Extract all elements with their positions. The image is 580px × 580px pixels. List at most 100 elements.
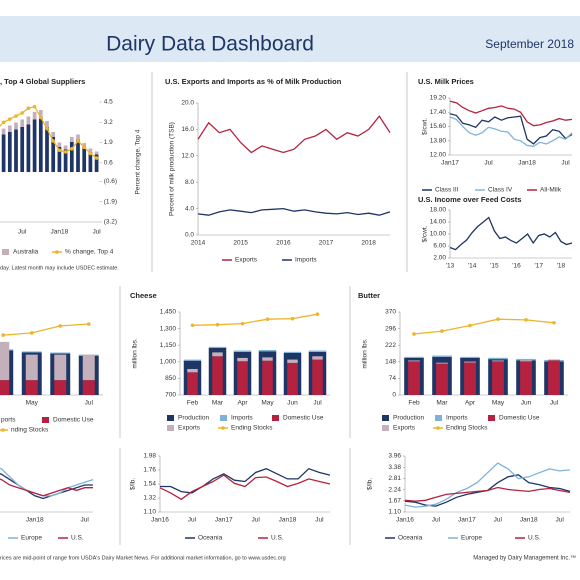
y-axis-title: $/lb. bbox=[130, 478, 137, 490]
legend-swatch bbox=[382, 425, 389, 431]
bar bbox=[460, 356, 480, 358]
chart-title: Butter bbox=[358, 291, 380, 300]
bar bbox=[14, 122, 18, 130]
bar bbox=[262, 357, 273, 361]
legend-label: U.S. bbox=[71, 535, 84, 542]
bar bbox=[1, 134, 6, 172]
line-marker bbox=[32, 104, 37, 109]
y-tick-label: 1,150 bbox=[160, 342, 177, 349]
line-marker bbox=[1, 120, 6, 125]
bar bbox=[25, 380, 38, 395]
y2-tick-label: (0.6) bbox=[104, 178, 117, 185]
x-tick-label: May bbox=[492, 400, 505, 407]
bar bbox=[237, 357, 248, 362]
legend-label: Europe bbox=[21, 535, 42, 542]
bar bbox=[212, 356, 223, 395]
x-tick-label: 2016 bbox=[276, 240, 291, 247]
y-axis-title: $/cwt. bbox=[422, 118, 429, 135]
y-tick-label: 1.10 bbox=[143, 509, 156, 516]
bar bbox=[94, 151, 99, 155]
x-tick-label: Feb bbox=[408, 400, 420, 407]
line-marker bbox=[45, 126, 49, 131]
legend-label: Imports bbox=[231, 415, 253, 422]
legend-swatch bbox=[272, 415, 279, 421]
y-tick-label: 1.10 bbox=[388, 509, 401, 516]
bar bbox=[26, 124, 31, 172]
x-tick-label: Mar bbox=[436, 400, 448, 407]
bar bbox=[88, 148, 93, 152]
series-line bbox=[0, 467, 94, 497]
bar bbox=[25, 354, 38, 381]
x-tick-label: 2014 bbox=[191, 240, 206, 247]
bar bbox=[187, 372, 198, 395]
series-line bbox=[160, 467, 331, 494]
bar bbox=[436, 362, 448, 364]
legend-swatch bbox=[42, 417, 49, 423]
line-marker bbox=[70, 146, 74, 151]
y-tick-label: 12.00 bbox=[430, 152, 447, 159]
bar bbox=[45, 121, 49, 127]
legend-label: Oceania bbox=[398, 535, 423, 542]
legend-label: Imports bbox=[295, 257, 317, 264]
bar bbox=[464, 362, 476, 395]
y-axis-title: $/cwt. bbox=[422, 225, 429, 242]
y-tick-label: 700 bbox=[165, 392, 176, 399]
line-marker bbox=[51, 139, 55, 143]
line-marker bbox=[240, 321, 245, 326]
line-marker bbox=[190, 323, 195, 328]
y-tick-label: 16.0 bbox=[181, 126, 194, 133]
series-line bbox=[449, 216, 573, 251]
bar bbox=[492, 360, 504, 362]
x-tick-label: 2017 bbox=[319, 240, 334, 247]
bar bbox=[408, 361, 420, 395]
y2-tick-label: 0.6 bbox=[104, 159, 113, 166]
series-line bbox=[449, 113, 573, 145]
bar bbox=[404, 356, 424, 358]
y-tick-label: 1.54 bbox=[143, 481, 156, 488]
x-tick-label: Jan16 bbox=[151, 517, 169, 524]
line-marker bbox=[315, 312, 320, 317]
line-marker bbox=[26, 106, 31, 111]
x-tick-label: 2018 bbox=[361, 240, 376, 247]
legend-swatch bbox=[167, 425, 174, 431]
line-marker bbox=[63, 150, 68, 154]
y-tick-label: 370 bbox=[385, 309, 396, 316]
legend-swatch bbox=[221, 426, 225, 430]
y-tick-label: 1,300 bbox=[160, 325, 177, 332]
bar bbox=[187, 368, 198, 373]
x-tick-label: May bbox=[261, 400, 274, 407]
x-tick-label: May bbox=[26, 400, 39, 407]
line-marker bbox=[20, 111, 25, 115]
bar bbox=[548, 360, 560, 395]
bar bbox=[32, 112, 37, 120]
series-line bbox=[404, 462, 571, 508]
y-tick-label: 1,000 bbox=[160, 359, 177, 366]
line-marker bbox=[58, 324, 63, 328]
series-line bbox=[449, 100, 573, 127]
x-tick-label: Jul bbox=[550, 400, 559, 407]
bar bbox=[464, 361, 476, 363]
y-tick-label: 2.00 bbox=[433, 255, 446, 262]
y-tick-label: 13.80 bbox=[430, 137, 447, 144]
bar bbox=[88, 152, 93, 172]
bar bbox=[50, 352, 71, 354]
bar bbox=[287, 359, 298, 363]
bar bbox=[76, 134, 80, 140]
legend-swatch bbox=[1, 428, 5, 432]
bar bbox=[1, 128, 6, 135]
series-line bbox=[0, 478, 93, 497]
x-tick-label: Jan18 bbox=[520, 517, 538, 524]
bar bbox=[76, 139, 80, 172]
x-tick-label: Jan16 bbox=[396, 517, 414, 524]
x-tick-label: Jul bbox=[92, 229, 101, 236]
bar bbox=[516, 358, 536, 361]
y-tick-label: 1.98 bbox=[143, 453, 156, 460]
x-tick-label: Jul bbox=[251, 517, 260, 524]
bar bbox=[548, 359, 560, 361]
legend-label: Domestic Use bbox=[53, 417, 94, 424]
x-tick-label: Jan18 bbox=[279, 517, 297, 524]
y-tick-label: 3.96 bbox=[388, 453, 401, 460]
legend-label: Class IV bbox=[488, 187, 513, 194]
y-tick-label: 19.20 bbox=[430, 95, 447, 102]
y2-tick-label: 3.2 bbox=[104, 119, 113, 126]
